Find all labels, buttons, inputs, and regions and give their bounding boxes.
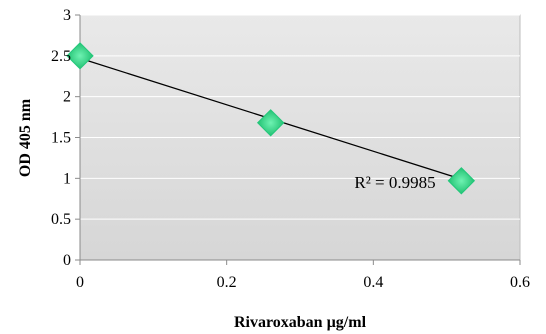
data-point-0-1 <box>256 109 285 137</box>
x-tick-label-2: 0.4 <box>363 274 383 291</box>
data-point-0-0 <box>66 42 94 70</box>
data-point-0-2 <box>447 167 476 195</box>
y-tick-label-3: 1.5 <box>51 130 71 147</box>
gridlines <box>80 14 520 220</box>
r-squared-label: R² = 0.9985 <box>354 173 435 192</box>
y-axis-title: OD 405 nm <box>17 98 34 177</box>
y-tick-label-5: 2.5 <box>51 48 71 65</box>
y-tick-label-4: 2 <box>63 89 71 106</box>
x-tick-label-0: 0 <box>76 274 84 291</box>
x-axis-title: Rivaroxaban µg/ml <box>234 314 367 331</box>
y-tick-label-2: 1 <box>63 170 71 187</box>
tick-labels: 0 0.5 1 1.5 2 2.5 3 0 0.2 0.4 0.6 <box>51 7 530 291</box>
x-tick-label-3: 0.6 <box>510 274 530 291</box>
data-points <box>66 42 476 195</box>
y-tick-label-0: 0 <box>63 252 71 269</box>
x-tick-label-1: 0.2 <box>217 274 237 291</box>
y-tick-label-1: 0.5 <box>51 211 71 228</box>
y-tick-label-6: 3 <box>63 7 71 24</box>
